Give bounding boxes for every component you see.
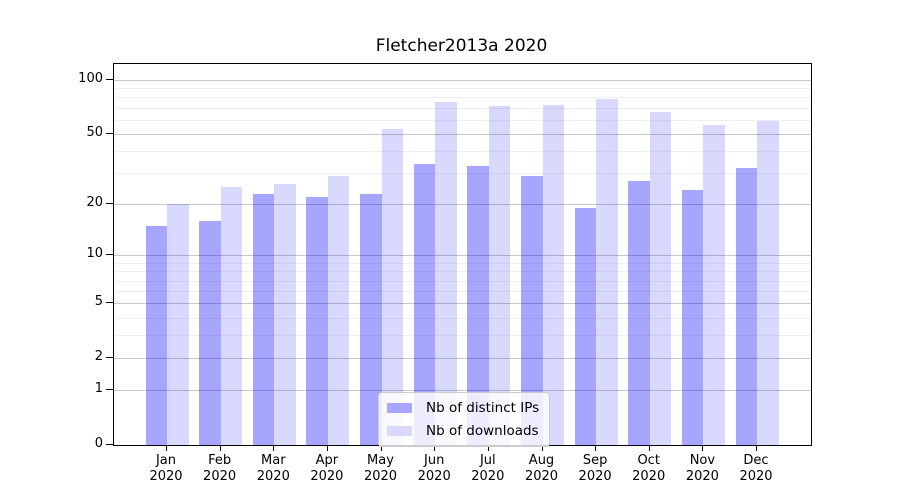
- x-tick-mark-oct: [648, 445, 650, 451]
- y-tick-mark-0: [106, 444, 113, 445]
- bar-distinct-ips-jun: [413, 163, 436, 445]
- x-tick-label-mar: Mar 2020: [256, 453, 290, 484]
- x-tick-mark-sep: [595, 445, 597, 451]
- gridline-major-5: [114, 303, 811, 305]
- gridline-minor-90: [114, 88, 811, 90]
- legend-swatch-downloads-icon: [387, 426, 412, 436]
- x-tick-label-aug: Aug 2020: [524, 453, 559, 484]
- bar-downloads-nov: [703, 125, 725, 445]
- legend-label-downloads: Nb of downloads: [426, 423, 539, 439]
- y-tick-mark-1: [106, 389, 113, 391]
- gridline-minor-7: [114, 280, 811, 282]
- x-tick-label-sep: Sep 2020: [578, 453, 612, 484]
- plot-area: Nb of distinct IPs Nb of downloads: [113, 63, 812, 447]
- gridline-minor-40: [114, 151, 811, 153]
- y-tick-mark-20: [106, 203, 113, 205]
- bar-downloads-jun: [435, 102, 457, 445]
- y-tick-label-100: 100: [78, 70, 103, 86]
- gridline-minor-70: [114, 107, 811, 109]
- bar-distinct-ips-jan: [145, 225, 167, 445]
- y-tick-mark-100: [106, 78, 113, 80]
- y-tick-mark-50: [106, 133, 113, 134]
- x-tick-label-jun: Jun 2020: [417, 453, 451, 484]
- bar-downloads-feb: [220, 187, 243, 445]
- bar-distinct-ips-nov: [681, 190, 704, 445]
- x-tick-label-jan: Jan 2020: [149, 453, 183, 484]
- bar-distinct-ips-aug: [521, 175, 543, 445]
- gridline-major-20: [114, 204, 811, 206]
- x-tick-mark-jan: [166, 445, 167, 451]
- legend-item-distinct-ips: Nb of distinct IPs: [387, 400, 539, 416]
- y-tick-mark-10: [106, 254, 113, 256]
- gridline-minor-60: [114, 119, 811, 121]
- bar-downloads-oct: [649, 112, 672, 445]
- legend: Nb of distinct IPs Nb of downloads: [378, 392, 551, 447]
- chart-title: Fletcher2013a 2020: [375, 36, 548, 56]
- bar-downloads-may: [381, 129, 403, 445]
- bar-downloads-dec: [757, 121, 779, 445]
- bar-downloads-apr: [327, 175, 350, 445]
- bar-distinct-ips-feb: [199, 220, 221, 445]
- y-tick-label-50: 50: [86, 125, 103, 140]
- x-tick-mark-apr: [326, 445, 328, 451]
- y-tick-label-20: 20: [86, 195, 103, 211]
- y-tick-label-0: 0: [94, 436, 103, 451]
- x-tick-label-jul: Jul 2020: [471, 453, 505, 484]
- bar-distinct-ips-may: [360, 193, 382, 445]
- legend-swatch-distinct-ips-icon: [387, 403, 412, 413]
- bar-downloads-aug: [542, 104, 564, 445]
- gridline-minor-3: [114, 335, 811, 337]
- gridline-major-2: [114, 358, 811, 360]
- x-tick-mark-nov: [702, 445, 704, 451]
- gridline-major-100: [114, 79, 811, 81]
- x-tick-label-dec: Dec 2020: [739, 453, 773, 484]
- x-tick-mark-feb: [219, 445, 221, 451]
- bar-distinct-ips-dec: [735, 168, 757, 445]
- gridline-minor-80: [114, 97, 811, 99]
- gridline-minor-6: [114, 291, 811, 293]
- gridline-major-1: [114, 390, 811, 392]
- y-tick-label-10: 10: [86, 246, 103, 262]
- legend-item-downloads: Nb of downloads: [387, 423, 539, 439]
- gridline-minor-30: [114, 173, 811, 175]
- y-tick-label-2: 2: [94, 349, 103, 365]
- x-tick-label-feb: Feb 2020: [203, 453, 237, 484]
- y-tick-mark-2: [106, 357, 113, 359]
- bar-distinct-ips-sep: [574, 208, 597, 445]
- bar-distinct-ips-mar: [252, 193, 275, 445]
- x-tick-mark-dec: [756, 445, 757, 451]
- legend-label-distinct-ips: Nb of distinct IPs: [426, 400, 540, 416]
- bar-distinct-ips-oct: [628, 181, 650, 445]
- gridline-minor-9: [114, 262, 811, 264]
- x-tick-label-may: May 2020: [363, 453, 398, 484]
- gridline-major-50: [114, 134, 811, 135]
- bar-distinct-ips-jul: [467, 166, 489, 445]
- gridline-minor-4: [114, 317, 811, 319]
- y-tick-mark-5: [106, 302, 113, 304]
- bar-downloads-mar: [274, 184, 296, 445]
- x-tick-mark-jun: [434, 445, 436, 451]
- gridline-major-10: [114, 255, 811, 257]
- x-tick-mark-may: [380, 445, 382, 451]
- x-tick-mark-jul: [487, 445, 489, 451]
- x-tick-label-apr: Apr 2020: [310, 453, 344, 484]
- gridline-minor-8: [114, 271, 811, 273]
- x-tick-label-oct: Oct 2020: [632, 453, 666, 484]
- y-tick-label-1: 1: [94, 381, 103, 397]
- x-tick-mark-aug: [541, 445, 543, 451]
- x-tick-mark-mar: [273, 445, 275, 451]
- x-tick-label-nov: Nov 2020: [685, 453, 719, 484]
- bar-downloads-sep: [596, 99, 618, 445]
- y-tick-label-5: 5: [94, 294, 103, 310]
- bar-distinct-ips-apr: [306, 197, 328, 445]
- bar-downloads-jul: [488, 105, 511, 445]
- bar-downloads-jan: [167, 204, 189, 445]
